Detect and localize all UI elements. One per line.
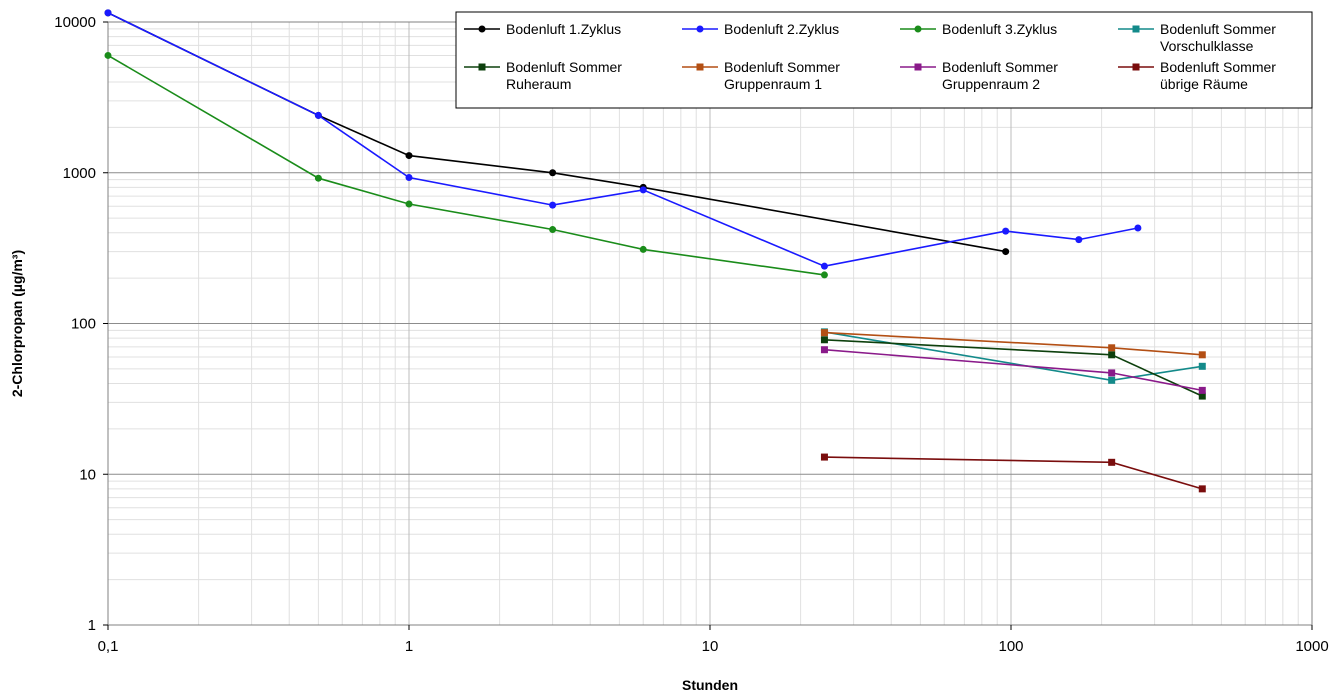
data-point (1108, 344, 1116, 352)
legend-label: Bodenluft 2.Zyklus (724, 21, 839, 37)
series-layer (104, 9, 1206, 493)
data-point (1002, 227, 1010, 235)
legend-item: Bodenluft Sommer Vorschulklasse (1118, 21, 1276, 54)
legend-label: Bodenluft Sommer Ruheraum (506, 59, 622, 92)
legend-swatch-marker (914, 25, 922, 33)
data-point (639, 245, 647, 253)
data-point (314, 174, 322, 182)
y-tick-label: 10000 (54, 14, 96, 31)
legend-label: Bodenluft 3.Zyklus (942, 21, 1057, 37)
legend-swatch-marker (696, 63, 704, 71)
data-point (1198, 485, 1206, 493)
data-point (820, 336, 828, 344)
x-axis-title: Stunden (682, 677, 738, 693)
data-point (549, 201, 557, 209)
data-point (1198, 362, 1206, 370)
data-point (549, 226, 557, 234)
legend-swatch-marker (1132, 25, 1140, 33)
legend: Bodenluft 1.Zyklus Bodenluft 2.Zyklus Bode… (455, 11, 1313, 109)
legend-swatch-marker (914, 63, 922, 71)
legend-box (455, 11, 1313, 109)
series-5 (820, 336, 1206, 400)
series-3 (104, 51, 828, 279)
data-point (314, 111, 322, 119)
y-tick-label: 100 (71, 316, 96, 333)
x-axis-ticks: 0,1 1 10 100 1000 (98, 625, 1329, 655)
x-tick-label: 1 (405, 638, 413, 655)
data-point (820, 346, 828, 354)
data-point (1108, 376, 1116, 384)
data-point (405, 174, 413, 182)
series-2 (104, 9, 1142, 270)
legend-item: Bodenluft Sommer Gruppenraum 2 (900, 59, 1058, 92)
legend-label: Bodenluft Sommer Gruppenraum 1 (724, 59, 840, 92)
legend-swatch-marker (1132, 63, 1140, 71)
data-point (1108, 369, 1116, 377)
data-point (549, 169, 557, 177)
legend-swatch-marker (478, 63, 486, 71)
y-tick-label: 1 (88, 617, 96, 634)
data-point (820, 262, 828, 270)
data-point (1108, 458, 1116, 466)
data-point (1198, 392, 1206, 400)
data-point (104, 51, 112, 59)
grid (107, 21, 1313, 626)
legend-label: Bodenluft Sommer Gruppenraum 2 (942, 59, 1058, 92)
legend-item: Bodenluft Sommer übrige Räume (1118, 59, 1276, 92)
data-point (1075, 236, 1083, 244)
legend-swatch-marker (696, 25, 704, 33)
legend-item: Bodenluft 3.Zyklus (900, 21, 1057, 37)
legend-label: Bodenluft 1.Zyklus (506, 21, 621, 37)
x-tick-label: 100 (998, 638, 1023, 655)
data-point (639, 186, 647, 194)
legend-label: Bodenluft Sommer Vorschulklasse (1160, 21, 1276, 54)
data-point (104, 9, 112, 17)
legend-item: Bodenluft 1.Zyklus (464, 21, 621, 37)
x-tick-label: 10 (702, 638, 719, 655)
series-6 (820, 329, 1206, 359)
data-point (820, 453, 828, 461)
series-7 (820, 346, 1206, 394)
data-point (1198, 386, 1206, 394)
data-point (1134, 224, 1142, 232)
x-tick-label: 1000 (1295, 638, 1328, 655)
legend-item: Bodenluft Sommer Gruppenraum 1 (682, 59, 840, 92)
series-8 (820, 453, 1206, 493)
y-axis-title: 2-Chlorpropan (µg/m³) (9, 250, 25, 397)
data-point (1198, 351, 1206, 359)
data-point (820, 271, 828, 279)
data-point (405, 200, 413, 208)
data-point (1108, 351, 1116, 359)
y-axis-ticks: 1 10 100 1000 10000 (54, 14, 108, 634)
legend-item: Bodenluft Sommer Ruheraum (464, 59, 622, 92)
legend-item: Bodenluft 2.Zyklus (682, 21, 839, 37)
y-tick-label: 10 (79, 466, 96, 483)
data-point (820, 329, 828, 337)
x-tick-label: 0,1 (98, 638, 119, 655)
y-tick-label: 1000 (63, 165, 96, 182)
series-line (107, 54, 825, 276)
data-point (1002, 248, 1010, 256)
legend-label: Bodenluft Sommer übrige Räume (1160, 59, 1276, 92)
legend-swatch-marker (478, 25, 486, 33)
data-point (405, 152, 413, 160)
